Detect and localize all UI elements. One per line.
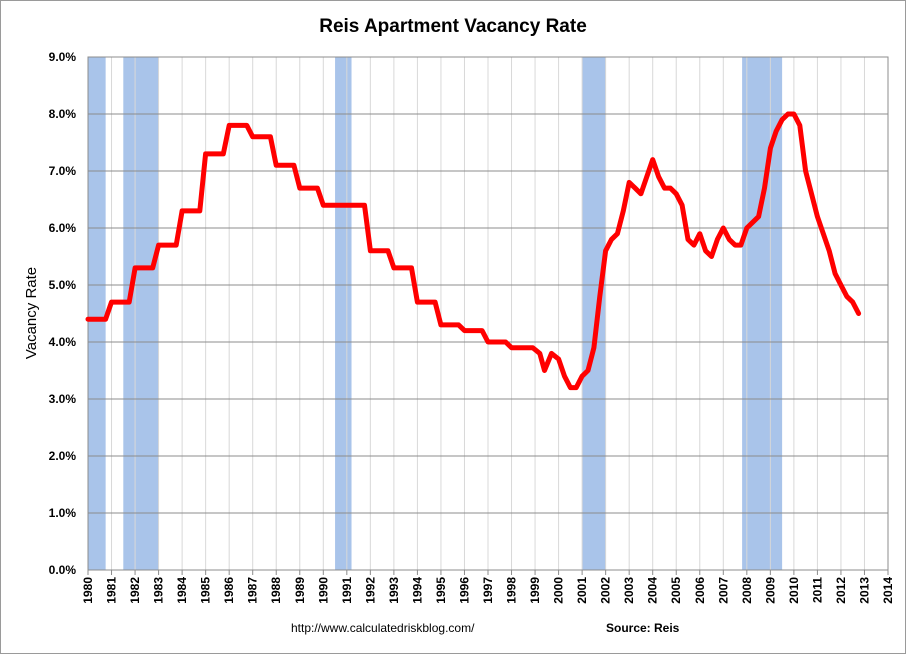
x-tick-label: 1995 — [434, 577, 448, 604]
grid-lines — [87, 56, 889, 571]
y-tick-label: 3.0% — [49, 392, 77, 406]
y-tick-label: 1.0% — [49, 506, 77, 520]
x-tick-label: 1996 — [457, 577, 471, 604]
y-tick-label: 9.0% — [49, 50, 77, 64]
x-tick-label: 1989 — [293, 577, 307, 604]
x-tick-label: 1984 — [175, 577, 189, 604]
recession-band — [123, 57, 159, 570]
x-tick-label: 1994 — [410, 577, 424, 604]
x-tick-label: 2005 — [669, 577, 683, 604]
y-tick-label: 2.0% — [49, 449, 77, 463]
x-tick-label: 1985 — [199, 577, 213, 604]
x-tick-label: 1987 — [246, 577, 260, 604]
y-tick-label: 6.0% — [49, 221, 77, 235]
recession-bands — [88, 57, 783, 570]
x-tick-label: 2007 — [716, 577, 730, 604]
x-tick-label: 2000 — [552, 577, 566, 604]
recession-band — [335, 57, 352, 570]
x-tick-label: 2013 — [857, 577, 871, 604]
x-tick-labels: 1980 1981 1982 1983 1984 1985 1986 1987 1988 1989… — [81, 570, 895, 604]
footer-url: http://www.calculatedriskblog.com/ — [291, 621, 475, 635]
x-tick-label: 1982 — [128, 577, 142, 604]
x-tick-label: 1990 — [316, 577, 330, 604]
x-tick-label: 2006 — [693, 577, 707, 604]
y-tick-label: 8.0% — [49, 107, 77, 121]
x-tick-label: 1999 — [528, 577, 542, 604]
x-tick-label: 1980 — [81, 577, 95, 604]
chart-title: Reis Apartment Vacancy Rate — [319, 16, 587, 37]
x-tick-label: 2010 — [787, 577, 801, 604]
recession-band — [88, 57, 106, 570]
x-tick-label: 1998 — [505, 577, 519, 604]
y-tick-label: 7.0% — [49, 164, 77, 178]
recession-band — [582, 57, 606, 570]
x-tick-label: 2008 — [740, 577, 754, 604]
x-tick-label: 2002 — [599, 577, 613, 604]
x-tick-label: 2003 — [622, 577, 636, 604]
x-tick-label: 2014 — [881, 577, 895, 604]
y-tick-label: 4.0% — [49, 335, 77, 349]
x-tick-label: 1993 — [387, 577, 401, 604]
x-tick-label: 1992 — [363, 577, 377, 604]
x-tick-label: 1997 — [481, 577, 495, 604]
vacancy-rate-line — [85, 111, 862, 391]
x-tick-label: 2011 — [810, 577, 824, 603]
x-tick-label: 2009 — [763, 577, 777, 604]
x-tick-label: 2012 — [834, 577, 848, 604]
x-tick-label: 2004 — [646, 577, 660, 604]
recession-band — [742, 57, 783, 570]
footer-source: Source: Reis — [606, 621, 680, 635]
y-tick-labels: 0.0% 1.0% 2.0% 3.0% 4.0% 5.0% 6.0% 7.0% 8.0% 9.0% — [49, 50, 77, 577]
x-tick-label: 2001 — [575, 577, 589, 604]
y-tick-label: 0.0% — [49, 563, 77, 577]
x-tick-label: 1986 — [222, 577, 236, 604]
x-tick-label: 1991 — [340, 577, 354, 604]
x-tick-label: 1988 — [269, 577, 283, 604]
y-tick-label: 5.0% — [49, 278, 77, 292]
series-group — [85, 111, 862, 391]
y-axis-title: Vacancy Rate — [23, 267, 40, 359]
x-tick-label: 1981 — [105, 577, 119, 604]
x-tick-label: 1983 — [152, 577, 166, 604]
